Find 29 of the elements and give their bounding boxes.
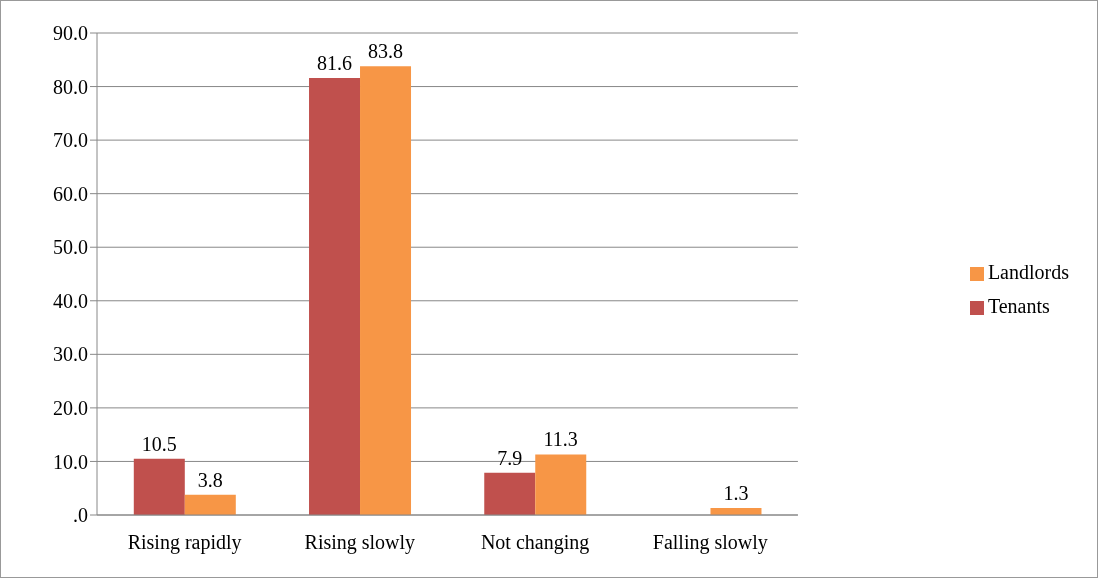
y-tick-label: 10.0 [53,450,88,473]
data-label: 3.8 [197,468,223,491]
bar [360,66,412,515]
y-tick-label: 80.0 [53,75,88,98]
x-tick-label: Rising rapidly [127,531,242,555]
data-label: 7.9 [497,446,523,469]
y-tick-label: 20.0 [53,396,88,419]
legend-label: Tenants [987,295,1050,317]
x-tick-label: Rising slowly [304,531,416,555]
y-tick-label: 30.0 [53,343,88,366]
data-label: 10.5 [141,432,177,455]
y-tick-label: 70.0 [53,129,88,152]
y-tick-label: 40.0 [53,289,88,312]
data-label: 83.8 [368,40,404,63]
bar [309,77,361,515]
bar [535,454,587,515]
y-tick-label: 90.0 [53,22,88,45]
data-label: 1.3 [723,482,749,505]
bar [184,494,236,515]
x-tick-label: Falling slowly [652,531,768,555]
bar [484,472,536,515]
legend-label: Landlords [987,261,1069,283]
data-label: 81.6 [317,51,353,74]
x-tick-label: Not changing [480,531,590,555]
y-tick-label: 60.0 [53,182,88,205]
bar [133,458,185,515]
y-tick-label: .0 [73,504,88,527]
y-tick-label: 50.0 [53,236,88,259]
data-label: 11.3 [543,428,578,451]
